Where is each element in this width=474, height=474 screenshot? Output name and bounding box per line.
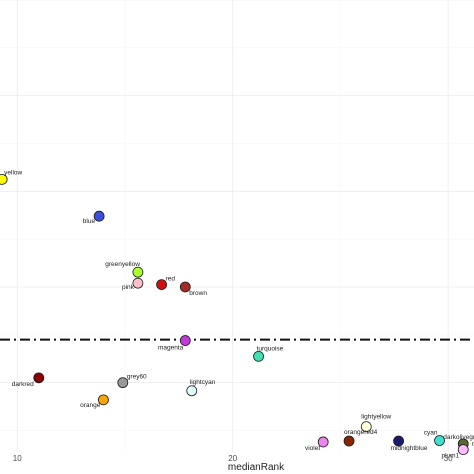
- point-label-plum1: plum1: [442, 453, 460, 460]
- point-label-blue: blue: [83, 218, 96, 225]
- point-darkred: [33, 372, 45, 384]
- point-label-turquoise: turquoise: [257, 345, 284, 352]
- point-label-pink: pink: [122, 284, 135, 291]
- point-label-darkturquoise: darkturquoise: [472, 441, 474, 448]
- point-pink: [132, 277, 144, 289]
- x-tick-labels: 10 20 30: [13, 454, 453, 463]
- point-grey60: [117, 377, 129, 389]
- x-axis-title: medianRank: [228, 462, 285, 473]
- point-label-cyan: cyan: [424, 430, 438, 437]
- point-label-grey60: grey60: [127, 374, 147, 381]
- point-greenyellow: [132, 266, 144, 278]
- point-lightcyan: [186, 385, 198, 397]
- point-turquoise: [253, 350, 264, 362]
- point-label-greenyellow: greenyellow: [105, 261, 140, 268]
- point-label-magenta: magenta: [158, 345, 184, 352]
- point-label-violet: violet: [305, 445, 320, 452]
- point-orangered4: [343, 435, 355, 447]
- point-label-lightyellow: lightyellow: [361, 414, 391, 421]
- point-brown: [179, 281, 191, 293]
- point-labels: yellow blue greenyellow pink red brown magenta…: [4, 169, 474, 460]
- point-magenta: [179, 335, 191, 346]
- point-label-brown: brown: [189, 290, 207, 297]
- data-points: [0, 173, 469, 456]
- x-tick-label-30: 30: [444, 454, 453, 463]
- point-yellow: [0, 173, 8, 185]
- point-red: [156, 279, 167, 290]
- grid-major: [0, 0, 474, 452]
- point-label-yellow: yellow: [4, 169, 22, 176]
- point-violet: [317, 436, 329, 448]
- point-plum1: [457, 444, 469, 456]
- point-blue: [93, 210, 105, 222]
- point-cyan: [434, 435, 445, 446]
- x-tick-label-10: 10: [13, 454, 22, 463]
- point-orange: [98, 394, 109, 406]
- point-label-orangered4: orangered4: [344, 429, 378, 436]
- point-label-lightcyan: lightcyan: [190, 379, 216, 386]
- grid-minor: [0, 0, 474, 452]
- point-label-midnightblue: midnightblue: [391, 445, 428, 452]
- point-midnightblue: [393, 435, 404, 447]
- x-tick-label-20: 20: [228, 454, 237, 463]
- point-label-darkolivegreen: darkolivegreen: [443, 434, 474, 441]
- point-label-orange: orange: [80, 402, 101, 409]
- point-label-red: red: [166, 276, 176, 283]
- point-lightyellow: [360, 421, 372, 433]
- point-label-darkred: darkred: [12, 381, 34, 388]
